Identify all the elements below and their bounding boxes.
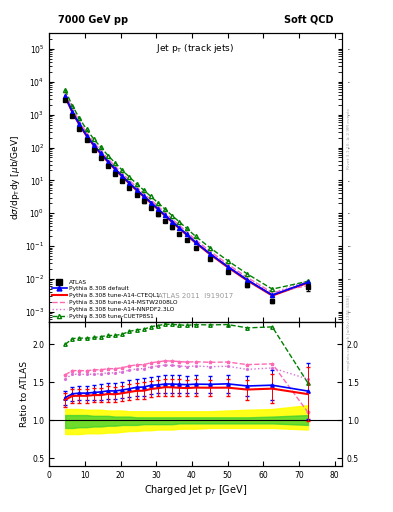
- Text: Soft QCD: Soft QCD: [284, 15, 333, 25]
- Text: Rivet 3.1.10, ≥ 2.9M events: Rivet 3.1.10, ≥ 2.9M events: [347, 108, 351, 169]
- Y-axis label: d$\sigma$/dp$_{\rm T}$dy [$\mu$b/GeV]: d$\sigma$/dp$_{\rm T}$dy [$\mu$b/GeV]: [9, 135, 22, 220]
- Text: mcplots.cern.ch [arXiv:1306.3436]: mcplots.cern.ch [arXiv:1306.3436]: [347, 295, 351, 370]
- X-axis label: Charged Jet p$_{T}$ [GeV]: Charged Jet p$_{T}$ [GeV]: [144, 482, 247, 497]
- Y-axis label: Ratio to ATLAS: Ratio to ATLAS: [20, 361, 29, 427]
- Text: ATLAS 2011  I919017: ATLAS 2011 I919017: [158, 293, 233, 298]
- Text: 7000 GeV pp: 7000 GeV pp: [58, 15, 128, 25]
- Legend: ATLAS, Pythia 8.308 default, Pythia 8.308 tune-A14-CTEQL1, Pythia 8.308 tune-A14: ATLAS, Pythia 8.308 default, Pythia 8.30…: [52, 280, 178, 319]
- Text: Jet p$_{\rm T}$ (track jets): Jet p$_{\rm T}$ (track jets): [156, 42, 235, 55]
